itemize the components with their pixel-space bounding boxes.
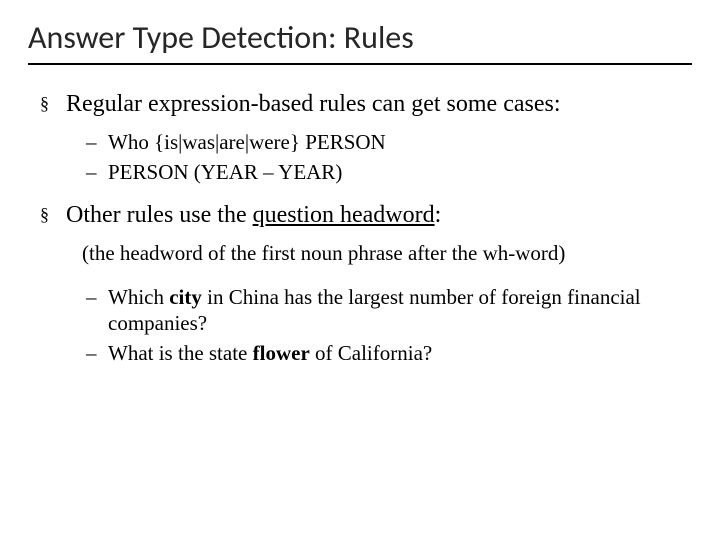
text-pre: Which xyxy=(108,285,169,309)
text-post: : xyxy=(435,202,442,228)
question-headword-term: question headword xyxy=(253,202,435,228)
sub-bullet-person-year: – PERSON (YEAR – YEAR) xyxy=(28,159,692,185)
text-post: of California? xyxy=(310,341,432,365)
headword-flower: flower xyxy=(253,341,310,365)
sub-bullet-city-example: – Which city in China has the largest nu… xyxy=(28,284,692,337)
sub-bullet-text: What is the state flower of California? xyxy=(108,340,692,366)
text-pre: Other rules use the xyxy=(66,202,253,228)
dash-marker-icon: – xyxy=(86,340,108,366)
text-pre: What is the state xyxy=(108,341,253,365)
bullet-regex-rules: § Regular expression-based rules can get… xyxy=(28,89,692,119)
sub-bullet-who-pattern: – Who {is|was|are|were} PERSON xyxy=(28,129,692,155)
sub-bullet-text: PERSON (YEAR – YEAR) xyxy=(108,159,692,185)
headword-city: city xyxy=(169,285,202,309)
headword-definition: (the headword of the first noun phrase a… xyxy=(28,240,692,266)
dash-marker-icon: – xyxy=(86,284,108,310)
section-marker-icon: § xyxy=(40,89,66,117)
bullet-text: Other rules use the question headword: xyxy=(66,200,692,230)
bullet-headword-rules: § Other rules use the question headword: xyxy=(28,200,692,230)
dash-marker-icon: – xyxy=(86,129,108,155)
sub-bullet-flower-example: – What is the state flower of California… xyxy=(28,340,692,366)
sub-bullet-text: Which city in China has the largest numb… xyxy=(108,284,692,337)
bullet-text: Regular expression-based rules can get s… xyxy=(66,89,692,119)
section-marker-icon: § xyxy=(40,200,66,228)
slide-title: Answer Type Detection: Rules xyxy=(28,18,692,65)
dash-marker-icon: – xyxy=(86,159,108,185)
sub-bullet-text: Who {is|was|are|were} PERSON xyxy=(108,129,692,155)
